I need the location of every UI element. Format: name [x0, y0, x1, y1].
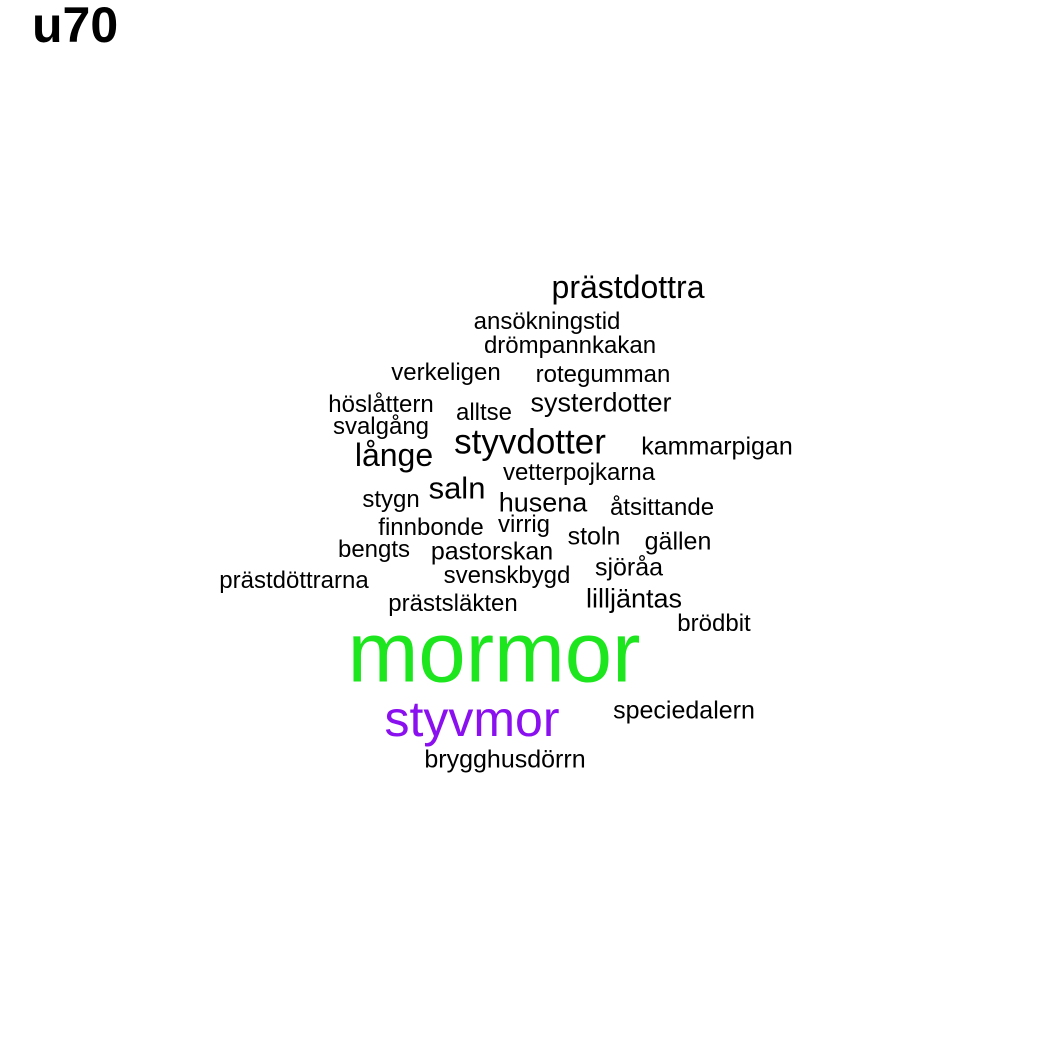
- word-cloud-word: kammarpigan: [641, 432, 793, 461]
- word-cloud-word: långe: [354, 437, 434, 473]
- word-cloud-word: prästdottra: [551, 269, 705, 305]
- word-cloud-word: finnbonde: [378, 514, 484, 541]
- word-cloud-word: systerdotter: [530, 387, 672, 418]
- word-cloud-word: vetterpojkarna: [502, 459, 656, 486]
- word-cloud-word: speciedalern: [613, 696, 755, 725]
- word-cloud-word: rotegumman: [535, 361, 671, 388]
- word-cloud-word: lilljäntas: [585, 583, 683, 614]
- word-cloud-word: svenskbygd: [443, 562, 571, 589]
- word-cloud-word: ansökningstid: [473, 308, 621, 335]
- word-cloud-word: drömpannkakan: [483, 332, 657, 359]
- word-cloud-word: mormor: [347, 605, 641, 701]
- word-cloud-word: styvdotter: [454, 422, 606, 462]
- word-cloud-word: stygn: [362, 486, 420, 513]
- word-cloud-word: svalgång: [332, 413, 430, 440]
- word-cloud-word: virrig: [498, 511, 550, 538]
- word-cloud-word: prästsläkten: [388, 590, 518, 617]
- word-cloud-word: styvmor: [384, 691, 560, 747]
- word-cloud-word: husena: [498, 487, 588, 518]
- word-cloud-word: stoln: [567, 522, 621, 551]
- word-cloud-word: bengts: [337, 536, 411, 563]
- word-cloud-word: sjöråa: [594, 553, 664, 582]
- word-cloud-word: åtsittande: [609, 494, 715, 521]
- word-cloud-word: alltse: [455, 399, 513, 426]
- word-cloud-word: gällen: [644, 527, 712, 556]
- word-cloud-word: verkeligen: [391, 359, 501, 386]
- word-cloud-word: pastorskan: [430, 537, 554, 566]
- word-cloud-word: brygghusdörrn: [424, 745, 586, 774]
- page-title: u70: [32, 0, 119, 53]
- word-cloud-word: brödbit: [677, 610, 751, 637]
- word-cloud-word: prästdöttrarna: [219, 567, 369, 594]
- word-cloud-word: saln: [428, 470, 486, 506]
- word-cloud-word: höslåttern: [328, 391, 434, 418]
